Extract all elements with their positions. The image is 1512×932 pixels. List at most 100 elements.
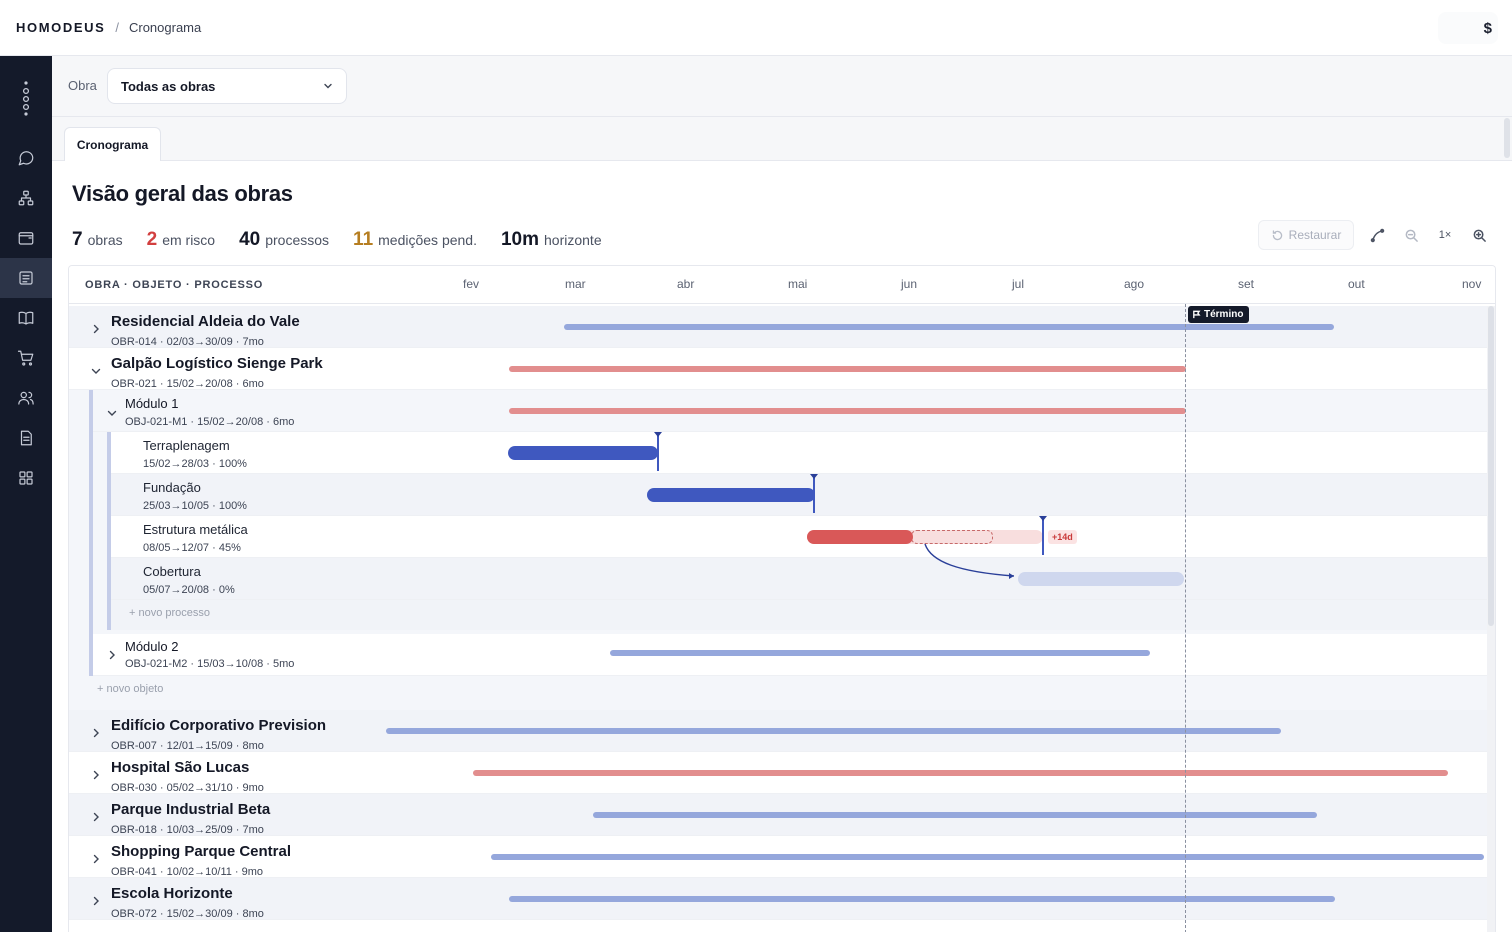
obra-select-value: Todas as obras [121, 78, 216, 94]
obra-bar[interactable] [509, 896, 1335, 902]
tab-bar: Cronograma [52, 117, 1512, 162]
processo-meta: 15/02→28/03 · 100% [143, 458, 247, 470]
sidebar-item-chat[interactable] [0, 138, 52, 178]
chevron-down-icon[interactable] [107, 408, 117, 418]
currency-symbol: $ [1483, 19, 1492, 37]
add-process-row[interactable]: + novo processo [111, 600, 1487, 630]
sidebar-item-people[interactable] [0, 378, 52, 418]
group-bracket [89, 390, 93, 676]
sidebar-item-purchases[interactable] [0, 338, 52, 378]
objeto-bracket [107, 432, 111, 630]
obra-bar[interactable] [593, 812, 1317, 818]
objeto-bar[interactable] [509, 408, 1186, 414]
objeto-row[interactable]: Módulo 2 OBJ-021-M2 · 15/03→10/08 · 5mo [93, 634, 1487, 676]
obra-row[interactable]: Hospital São Lucas OBR-030 · 05/02→31/10… [69, 752, 1495, 794]
processo-row[interactable]: Terraplenagem 15/02→28/03 · 100% [111, 432, 1487, 474]
obra-meta: OBR-014 · 02/03→30/09 · 7mo [111, 336, 264, 348]
org-chart-icon [18, 190, 34, 206]
month-label: mai [788, 277, 808, 291]
add-object-link[interactable]: + novo objeto [97, 683, 164, 695]
zoom-out-icon [1405, 229, 1418, 242]
processo-bar[interactable] [647, 488, 815, 502]
add-object-row[interactable]: + novo objeto [69, 676, 1487, 704]
sidebar-item-organization[interactable] [0, 178, 52, 218]
sidebar [0, 56, 52, 932]
chevron-right-icon[interactable] [91, 324, 101, 334]
obra-row[interactable]: Residencial Aldeia do Vale OBR-014 · 02/… [69, 306, 1495, 348]
chevron-right-icon[interactable] [107, 650, 117, 660]
processo-bar[interactable] [807, 530, 913, 544]
processo-row[interactable]: Fundação 25/03→10/05 · 100% [111, 474, 1487, 516]
processo-bar[interactable] [508, 446, 658, 460]
month-label: out [1348, 277, 1365, 291]
objeto-name: Módulo 2 [125, 639, 179, 654]
currency-button[interactable]: $ [1438, 12, 1498, 44]
obra-select[interactable]: Todas as obras [107, 68, 347, 104]
sidebar-item-apps[interactable] [0, 458, 52, 498]
obra-row[interactable]: Edifício Corporativo Prevision OBR-007 ·… [69, 710, 1495, 752]
apps-grid-icon [19, 471, 33, 485]
gantt-scroll-thumb[interactable] [1488, 306, 1494, 626]
chevron-down-icon[interactable] [91, 366, 101, 376]
obra-bar[interactable] [564, 324, 1334, 330]
chat-icon [18, 151, 34, 166]
termino-line [1185, 304, 1186, 932]
obra-row[interactable]: Shopping Parque Central OBR-041 · 10/02→… [69, 836, 1495, 878]
obra-row[interactable]: Galpão Logístico Sienge Park OBR-021 · 1… [69, 348, 1495, 390]
processo-bar[interactable] [1018, 572, 1184, 586]
month-label: jun [901, 277, 918, 291]
document-icon [20, 430, 32, 446]
stat-horizonte: 10m horizonte [501, 229, 602, 251]
obra-bar[interactable] [491, 854, 1484, 860]
zoom-in-button[interactable] [1462, 220, 1496, 250]
obra-name: Residencial Aldeia do Vale [111, 313, 300, 330]
stat-medicoes: 11 medições pend. [353, 229, 477, 251]
zoom-level[interactable]: 1× [1438, 229, 1452, 241]
termino-label: Término [1204, 309, 1244, 320]
stat-value: 40 [239, 229, 261, 250]
dependencies-button[interactable] [1360, 220, 1394, 250]
month-label: jul [1012, 277, 1025, 291]
processo-row[interactable]: Estrutura metálica 08/05→12/07 · 45% +14… [111, 516, 1487, 558]
chevron-right-icon[interactable] [91, 854, 101, 864]
gantt-header: OBRA · OBJETO · PROCESSO fev mar abr mai… [69, 266, 1495, 304]
gantt-toolbar: Restaurar 1× [1258, 220, 1496, 250]
objeto-row[interactable]: Módulo 1 OBJ-021-M1 · 15/02→20/08 · 6mo [93, 390, 1487, 432]
page-title: Visão geral das obras [72, 181, 293, 206]
obra-bar[interactable] [473, 770, 1448, 776]
obra-bar[interactable] [386, 728, 1281, 734]
chevron-right-icon[interactable] [91, 812, 101, 822]
sidebar-item-library[interactable] [0, 298, 52, 338]
objeto-bar[interactable] [610, 650, 1150, 656]
app-logo-icon[interactable] [18, 80, 34, 116]
restore-button[interactable]: Restaurar [1258, 220, 1354, 250]
stat-value: 2 [146, 229, 158, 250]
zoom-out-button[interactable] [1394, 220, 1428, 250]
month-label: set [1238, 277, 1255, 291]
objeto-meta: OBJ-021-M1 · 15/02→20/08 · 6mo [125, 416, 295, 428]
obra-row[interactable]: Escola Horizonte OBR-072 · 15/02→30/09 ·… [69, 878, 1495, 920]
stats-summary: 7 obras 2 em risco 40 processos 11 medições … [72, 229, 626, 251]
gantt-scrollbar[interactable] [1487, 306, 1495, 932]
obra-name: Galpão Logístico Sienge Park [111, 355, 323, 372]
obra-row[interactable]: Parque Industrial Beta OBR-018 · 10/03→2… [69, 794, 1495, 836]
undo-icon [1272, 229, 1282, 240]
chevron-right-icon[interactable] [91, 728, 101, 738]
sidebar-item-finance[interactable] [0, 218, 52, 258]
obra-name: Hospital São Lucas [111, 759, 250, 776]
month-label: fev [463, 277, 480, 291]
chevron-right-icon[interactable] [91, 770, 101, 780]
processo-name: Terraplenagem [143, 438, 230, 453]
processo-row[interactable]: Cobertura 05/07→20/08 · 0% [111, 558, 1487, 600]
obra-bar[interactable] [509, 366, 1186, 372]
tab-cronograma[interactable]: Cronograma [64, 127, 161, 162]
sidebar-item-schedule[interactable] [0, 258, 52, 298]
sidebar-item-documents[interactable] [0, 418, 52, 458]
page-scrollbar[interactable] [1504, 118, 1510, 158]
brand-logo[interactable]: HOMODEUS [16, 20, 106, 35]
delay-badge: +14d [1048, 530, 1077, 544]
processo-name: Fundação [143, 480, 201, 495]
cart-icon [17, 350, 34, 366]
add-process-link[interactable]: + novo processo [129, 607, 211, 619]
chevron-right-icon[interactable] [91, 896, 101, 906]
